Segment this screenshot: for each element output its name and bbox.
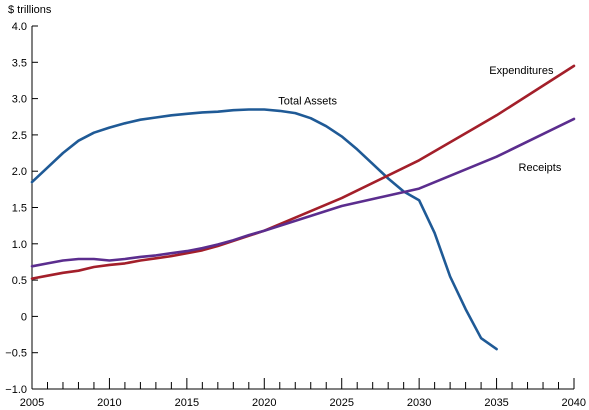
series-label-expenditures: Expenditures (489, 65, 554, 77)
x-tick-label: 2025 (329, 397, 353, 409)
x-tick-label: 2005 (20, 397, 44, 409)
x-tick-label: 2040 (562, 397, 586, 409)
y-tick-label: 3.5 (12, 57, 27, 69)
x-tick-label: 2035 (484, 397, 508, 409)
x-tick-label: 2030 (407, 397, 431, 409)
series-label-total-assets: Total Assets (278, 95, 337, 107)
y-tick-label: 1.5 (12, 203, 27, 215)
y-tick-label: 0 (21, 311, 27, 323)
y-axis: −1.0 −0.5 0 0.5 1.0 1.5 2.0 2.5 3.0 3.5 4.0 (5, 21, 38, 396)
x-tick-label: 2010 (97, 397, 121, 409)
series-layer (30, 64, 576, 351)
x-tick-label: 2020 (252, 397, 276, 409)
series-line-expenditures (30, 64, 576, 280)
y-tick-label: 4.0 (12, 21, 27, 33)
y-axis-unit-label: $ trillions (8, 4, 52, 16)
y-tick-label: 2.5 (12, 130, 27, 142)
y-tick-label: 2.0 (12, 166, 27, 178)
y-tick-label: 1.0 (12, 239, 27, 251)
y-tick-label: −0.5 (5, 348, 27, 360)
y-tick-label: 0.5 (12, 275, 27, 287)
series-line-total-assets (30, 108, 498, 351)
series-label-layer: Total Assets Expenditures Receipts (278, 65, 562, 174)
y-tick-label: −1.0 (5, 384, 27, 396)
y-tick-label: 3.0 (12, 94, 27, 106)
x-tick-label: 2015 (175, 397, 199, 409)
x-axis: 2005 2010 2015 2020 2025 2030 2035 2040 (20, 378, 586, 409)
series-label-receipts: Receipts (519, 162, 562, 174)
series-line-receipts (30, 117, 576, 268)
